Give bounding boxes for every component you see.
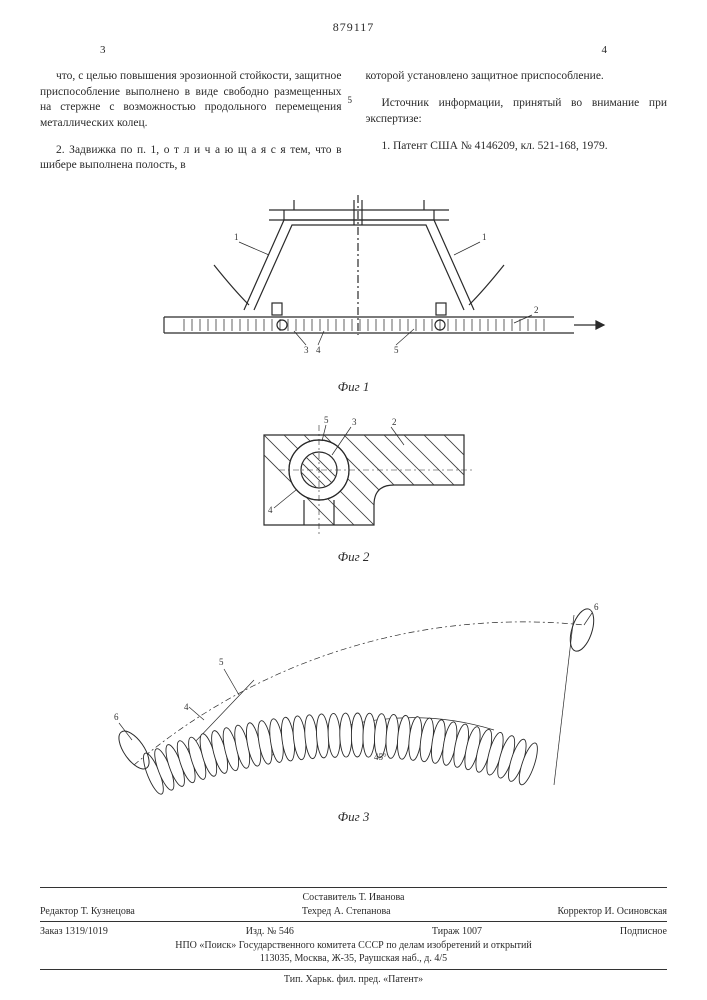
svg-text:6: 6 — [114, 712, 119, 722]
figure-3-svg: 45° 5 4 6 6 — [74, 575, 634, 805]
svg-text:5: 5 — [394, 345, 399, 355]
svg-text:4: 4 — [268, 505, 273, 515]
right-page-index: 4 — [366, 43, 668, 58]
org: НПО «Поиск» Государственного комитета СС… — [40, 939, 667, 953]
svg-text:4: 4 — [184, 702, 189, 712]
izd: Изд. № 546 — [246, 925, 294, 939]
addr: 113035, Москва, Ж-35, Раушская наб., д. … — [40, 952, 667, 966]
corrector: Корректор И. Осиновская — [557, 905, 667, 919]
svg-text:5: 5 — [324, 415, 329, 425]
left-para-2: 2. Задвижка по п. 1, о т л и ч а ю щ а я… — [40, 143, 342, 174]
right-para-1: которой установлено защитное приспособле… — [366, 69, 668, 85]
patent-page: 879117 3 что, с целью повышения эрозионн… — [0, 0, 707, 1000]
figure-2-svg: 3 5 2 4 — [224, 405, 484, 545]
svg-text:2: 2 — [534, 305, 539, 315]
footer-block: Составитель Т. Иванова Редактор Т. Кузне… — [40, 884, 667, 986]
fig1-caption: Фиг 1 — [40, 379, 667, 395]
line-marker-5: 5 — [348, 95, 353, 105]
svg-text:3: 3 — [352, 417, 357, 427]
order: Заказ 1319/1019 — [40, 925, 108, 939]
svg-text:6: 6 — [594, 602, 599, 612]
left-page-index: 3 — [40, 43, 342, 58]
figure-1-svg: 1 1 2 3 4 5 — [94, 195, 614, 375]
fig2-caption: Фиг 2 — [40, 549, 667, 565]
svg-text:5: 5 — [219, 657, 224, 667]
two-column-text: 3 что, с целью повышения эрозионной стой… — [40, 43, 667, 185]
left-column: 3 что, с целью повышения эрозионной стой… — [40, 43, 342, 185]
editor: Редактор Т. Кузнецова — [40, 905, 135, 919]
fig3-caption: Фиг 3 — [40, 809, 667, 825]
left-para-1: что, с целью повышения эрозионной стойко… — [40, 69, 342, 131]
compiler: Составитель Т. Иванова — [40, 891, 667, 905]
sign: Подписное — [620, 925, 667, 939]
printer: Тип. Харьк. фил. пред. «Патент» — [40, 973, 667, 987]
tirazh: Тираж 1007 — [432, 925, 482, 939]
svg-text:1: 1 — [234, 232, 239, 242]
right-column: 4 которой установлено защитное приспособ… — [366, 43, 668, 185]
svg-text:2: 2 — [392, 417, 397, 427]
document-number: 879117 — [40, 20, 667, 35]
fig3-angle: 45° — [374, 752, 387, 762]
svg-text:4: 4 — [316, 345, 321, 355]
right-para-3: 1. Патент США № 4146209, кл. 521-168, 19… — [366, 139, 668, 155]
svg-text:3: 3 — [304, 345, 309, 355]
techred: Техред А. Степанова — [302, 905, 391, 919]
right-para-2: Источник информации, принятый во внимани… — [366, 96, 668, 127]
svg-text:1: 1 — [482, 232, 487, 242]
figures-block: 1 1 2 3 4 5 Фиг 1 — [40, 195, 667, 825]
